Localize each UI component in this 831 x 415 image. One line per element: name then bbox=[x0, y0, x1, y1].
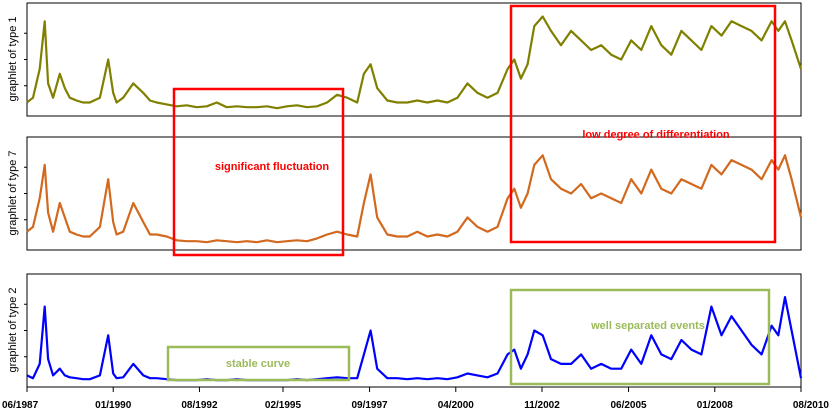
x-tick-label: 09/1997 bbox=[351, 400, 388, 411]
x-tick-label: 08/1992 bbox=[181, 400, 218, 411]
well-separated-events-label: well separated events bbox=[590, 320, 705, 332]
series-line-panel-3 bbox=[26, 296, 803, 382]
series-line-panel-2 bbox=[26, 154, 803, 244]
series-layer bbox=[24, 15, 803, 382]
stable-curve-box bbox=[166, 345, 351, 382]
panel-1-frame bbox=[26, 2, 802, 117]
x-tick-label: 01/1990 bbox=[95, 400, 132, 411]
y-axis-label-panel-2: graphlet of type 7 bbox=[7, 150, 19, 235]
well-separated-events-box bbox=[509, 288, 771, 386]
y-axis-label-panel-1: graphlet of type 1 bbox=[7, 16, 19, 101]
x-tick-label: 08/2010 bbox=[793, 400, 830, 411]
low-differentiation-box bbox=[509, 4, 777, 244]
significant-fluctuation-label: significant fluctuation bbox=[215, 161, 330, 173]
y-axis-label-panel-3: graphlet of type 2 bbox=[7, 287, 19, 372]
x-tick-label: 04/2000 bbox=[438, 400, 475, 411]
x-tick-label: 06/1987 bbox=[2, 400, 39, 411]
stable-curve-label: stable curve bbox=[226, 358, 290, 370]
x-tick-layer: 06/1987 01/1990 08/1992 02/1995 09/1997 04/20… bbox=[2, 387, 829, 411]
significant-fluctuation-box bbox=[172, 87, 345, 257]
x-tick-label: 11/2002 bbox=[524, 400, 560, 411]
x-tick-label: 02/1995 bbox=[265, 400, 302, 411]
x-tick-label: 01/2008 bbox=[697, 400, 734, 411]
x-tick-label: 06/2005 bbox=[610, 400, 647, 411]
low-differentiation-label: low degree of differentiation bbox=[582, 129, 730, 141]
series-line-panel-1 bbox=[26, 15, 803, 110]
